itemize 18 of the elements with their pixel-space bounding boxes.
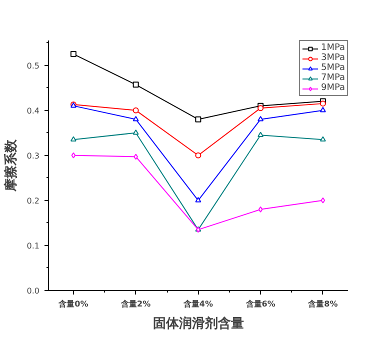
x-tick-label: 含量2% [120,300,151,308]
legend-label: 3MPa [320,53,345,63]
x-tick-label: 含量8% [307,300,338,308]
x-tick-label: 含量0% [58,300,88,308]
legend-label: 7MPa [320,73,345,83]
y-tick-label: 0.1 [26,241,40,250]
legend-label: 9MPa [320,83,345,93]
y-tick-label: 0.3 [26,151,40,160]
y-tick-label: 0.4 [26,106,40,116]
x-tick-label: 含量4% [182,300,213,308]
x-axis-title: 固体润滑剂含量 [153,316,244,332]
y-tick-label: 0.5 [26,61,40,70]
x-tick-label: 含量6% [244,300,276,308]
legend-label: 5MPa [320,63,345,73]
y-axis-title: 摩擦系数 [2,138,19,192]
y-tick-label: 0.2 [26,196,40,206]
y-tick-label: 0.0 [26,286,40,296]
legend-label: 1MPa [320,43,345,53]
